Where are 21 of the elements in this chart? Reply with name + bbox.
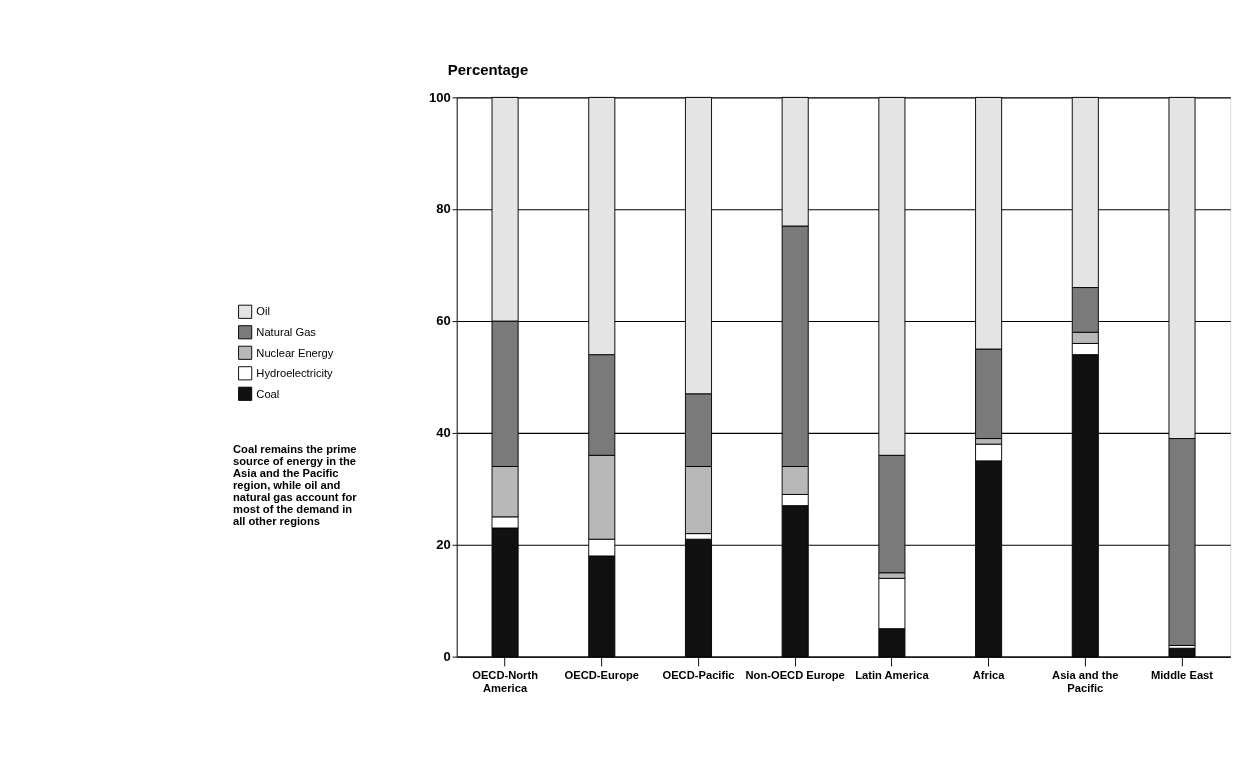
x-tick-label: Asia and the Pacific <box>1052 668 1119 694</box>
y-tick-label: 100 <box>428 89 451 105</box>
y-axis-title: Percentage <box>447 61 529 78</box>
legend-label: Natural Gas <box>256 326 317 338</box>
text: Coal remains the prime source of energy in the Asia and the Pacific region, while oil and natural gas account for most of the demand in all other regions <box>233 442 358 528</box>
x-tick-label: OECD-Europe <box>564 668 640 681</box>
legend-label: Hydroelectricity <box>256 367 334 380</box>
x-tick-label: Non-OECD Europe <box>745 668 845 681</box>
y-tick-label: 40 <box>436 425 451 441</box>
y-tick-label: 0 <box>443 648 451 664</box>
x-tick-label: Middle East <box>1150 668 1214 681</box>
x-tick-label: OECD-North America <box>472 668 539 694</box>
x-tick-label: Africa <box>972 668 1006 681</box>
legend-label: Oil <box>256 305 270 318</box>
y-tick-label: 20 <box>436 536 451 552</box>
y-tick-label: 80 <box>436 201 451 217</box>
x-tick-label: Latin America <box>855 668 930 681</box>
legend-label: Nuclear Energy <box>256 346 334 359</box>
y-tick-label: 60 <box>436 313 451 329</box>
x-tick-label: OECD-Pacific <box>662 668 735 681</box>
legend-label: Coal <box>256 387 280 400</box>
